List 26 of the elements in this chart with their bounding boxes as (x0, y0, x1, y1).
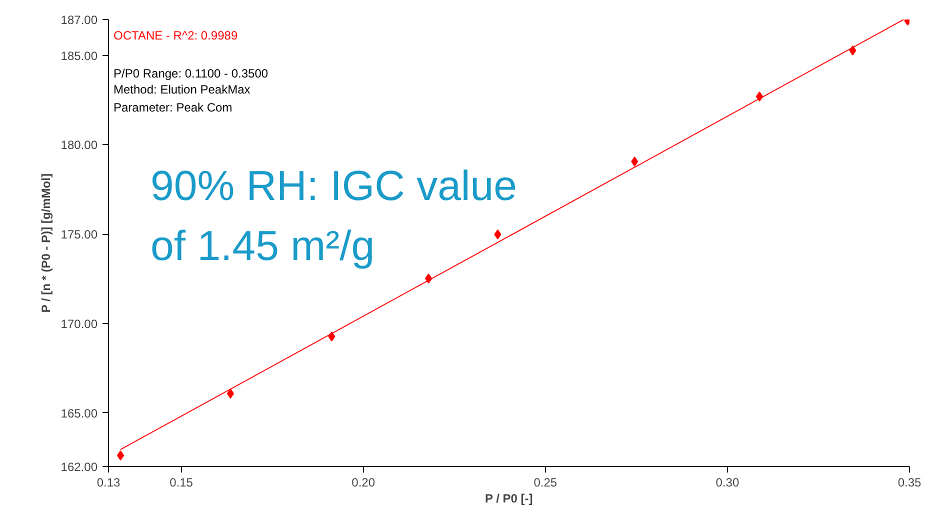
x-tick-label: 0.25 (534, 476, 558, 490)
y-tick-label: 170.00 (60, 316, 98, 331)
annotation: P/P0 Range: 0.1100 - 0.3500 (114, 66, 268, 80)
point (226, 388, 234, 399)
y-tick-label: 162.00 (60, 460, 98, 474)
y-tick-label: 185.00 (60, 48, 98, 63)
annotation: Parameter: Peak Com (114, 100, 232, 114)
x-tick-label: 0.13 (96, 476, 121, 490)
point (631, 156, 638, 166)
y-tick-label: 187.00 (60, 13, 98, 27)
x-tick-label: 0.15 (170, 476, 194, 490)
x-tick-label: 0.35 (898, 476, 922, 490)
x-axis-title: P / P0 [-] (484, 492, 533, 506)
y-axis-title: P / [n * (P0 - P)] [g/mMol] (38, 174, 53, 313)
annotation: OCTANE - R^2: 0.9989 (114, 28, 238, 42)
x-tick-label: 0.30 (716, 476, 740, 490)
annotation: of 1.45 m²/g (150, 222, 375, 269)
annotation: Method: Elution PeakMax (114, 82, 250, 96)
y-tick-label: 180.00 (60, 138, 98, 152)
y-tick-label: 175.00 (60, 228, 98, 242)
y-tick-label: 165.00 (60, 406, 98, 420)
point (117, 450, 124, 460)
x-tick-label: 0.20 (352, 476, 376, 490)
point (494, 229, 502, 240)
annotation: 90% RH: IGC value (150, 162, 517, 209)
point (328, 332, 336, 342)
